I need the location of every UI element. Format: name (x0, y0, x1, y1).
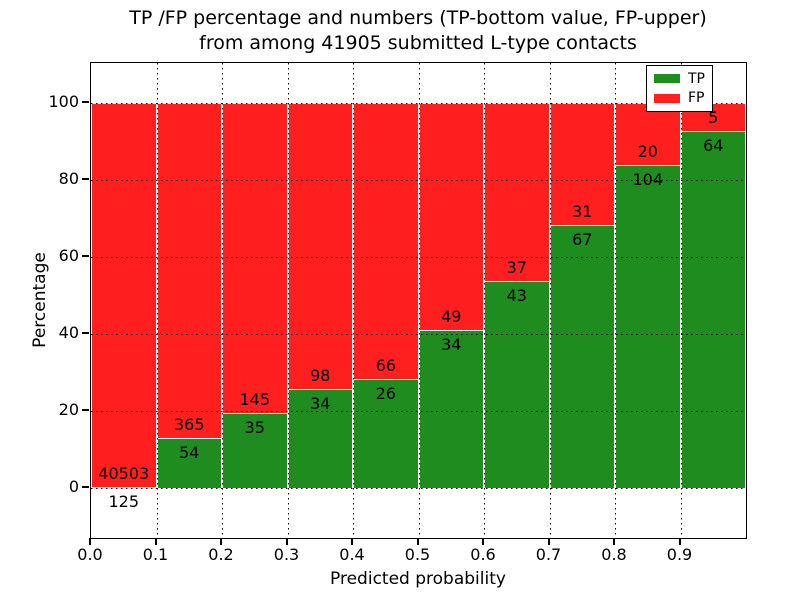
bar-segment-fp (287, 103, 353, 389)
y-tick (82, 409, 89, 411)
gridline-horizontal (91, 103, 746, 104)
gridline-vertical (615, 63, 616, 538)
fp-count-label: 98 (310, 365, 331, 385)
tp-count-label: 34 (310, 393, 331, 413)
x-tick-label: 0.6 (470, 545, 496, 564)
bar-segment-tp (287, 388, 353, 488)
gridline-vertical (222, 63, 223, 538)
tp-count-label: 34 (441, 335, 462, 355)
gridline-vertical (680, 63, 682, 538)
fp-count-label: 5 (708, 107, 719, 127)
bar-segment-tp (91, 486, 157, 488)
fp-count-label: 37 (506, 258, 527, 278)
chart-title: TP /FP percentage and numbers (TP-bottom… (90, 6, 746, 56)
x-tick (285, 538, 288, 545)
gridline-horizontal (91, 411, 746, 412)
y-tick-label: 20 (58, 400, 79, 419)
gridline-vertical (156, 63, 158, 538)
y-tick (82, 255, 89, 257)
fp-count-label: 31 (572, 201, 593, 221)
y-tick-label: 40 (58, 323, 79, 342)
bar-segment-tp (484, 281, 550, 488)
bar-segment-fp (91, 103, 157, 487)
gridline-vertical (484, 63, 485, 538)
x-tick-label: 0.2 (208, 545, 234, 564)
bar-segment-tp (353, 379, 419, 488)
legend-row-tp: TP (654, 72, 712, 86)
x-tick (678, 538, 681, 545)
gridline-vertical (549, 63, 551, 538)
tp-count-label: 125 (108, 491, 140, 511)
fp-count-label: 66 (375, 356, 396, 376)
plot-area: 40503 125 365 54 145 35 98 34 66 26 49 34 37 43 31 67 20… (90, 62, 747, 539)
x-tick (351, 538, 353, 545)
gridline-horizontal (91, 334, 746, 335)
bar-segment-fp (353, 103, 419, 380)
tp-count-label: 43 (506, 286, 527, 306)
x-tick-label: 0.8 (601, 545, 627, 564)
gridline-vertical (418, 63, 420, 538)
tp-count-label: 54 (179, 443, 200, 463)
gridline-horizontal (91, 257, 746, 258)
x-tick-label: 0.9 (666, 545, 693, 564)
tp-count-label: 26 (375, 384, 396, 404)
x-tick-label: 0.0 (77, 545, 103, 564)
x-tick (154, 538, 157, 545)
x-tick (482, 538, 484, 545)
tp-count-label: 104 (632, 170, 664, 190)
tp-count-label: 35 (244, 418, 265, 438)
y-tick-label: 60 (58, 246, 79, 265)
y-tick-label: 80 (58, 169, 79, 188)
x-tick-label: 0.5 (404, 545, 431, 564)
gridline-vertical (287, 63, 289, 538)
x-axis-label: Predicted probability (330, 569, 506, 589)
y-tick-label: 100 (48, 92, 79, 111)
bar-segment-fp (418, 103, 484, 331)
x-tick (547, 538, 550, 545)
y-tick (82, 101, 89, 103)
gridline-horizontal (91, 180, 746, 181)
fp-swatch-icon (654, 93, 680, 103)
tp-count-label: 67 (572, 229, 593, 249)
x-tick-label: 0.1 (142, 545, 169, 564)
x-tick-label: 0.3 (273, 545, 300, 564)
x-tick (613, 538, 615, 545)
fp-count-label: 365 (173, 415, 205, 435)
y-tick (82, 332, 89, 334)
gridline-vertical (353, 63, 354, 538)
legend-label-fp: FP (688, 90, 705, 107)
bar-segment-fp (222, 103, 288, 414)
chart-title-line2: from among 41905 submitted L-type contac… (199, 32, 637, 54)
bar-segment-tp (549, 224, 615, 488)
fp-count-label: 49 (441, 307, 462, 327)
bar-segment-tp (680, 130, 746, 488)
x-tick (89, 538, 91, 545)
y-tick (82, 178, 89, 180)
y-tick (82, 486, 89, 488)
bar-segment-fp (615, 103, 681, 166)
bar-segment-tp (615, 165, 681, 488)
chart-title-line1: TP /FP percentage and numbers (TP-bottom… (129, 7, 707, 29)
y-tick-label: 0 (68, 477, 79, 496)
legend-row-fp: FP (654, 91, 712, 105)
gridline-horizontal (91, 488, 746, 489)
x-tick (416, 538, 419, 545)
fp-count-label: 20 (637, 142, 658, 162)
x-tick (220, 538, 222, 545)
fp-count-label: 40503 (98, 463, 150, 483)
x-tick-label: 0.4 (339, 545, 365, 564)
x-tick-label: 0.7 (535, 545, 562, 564)
legend: TP FP (646, 65, 713, 112)
bar-segment-fp (484, 103, 550, 282)
legend-label-tp: TP (688, 70, 705, 87)
bar-segment-tp (222, 413, 288, 488)
bar-segment-fp (156, 103, 222, 439)
tp-count-label: 64 (703, 135, 724, 155)
tp-swatch-icon (654, 74, 680, 84)
fp-count-label: 145 (239, 390, 271, 410)
